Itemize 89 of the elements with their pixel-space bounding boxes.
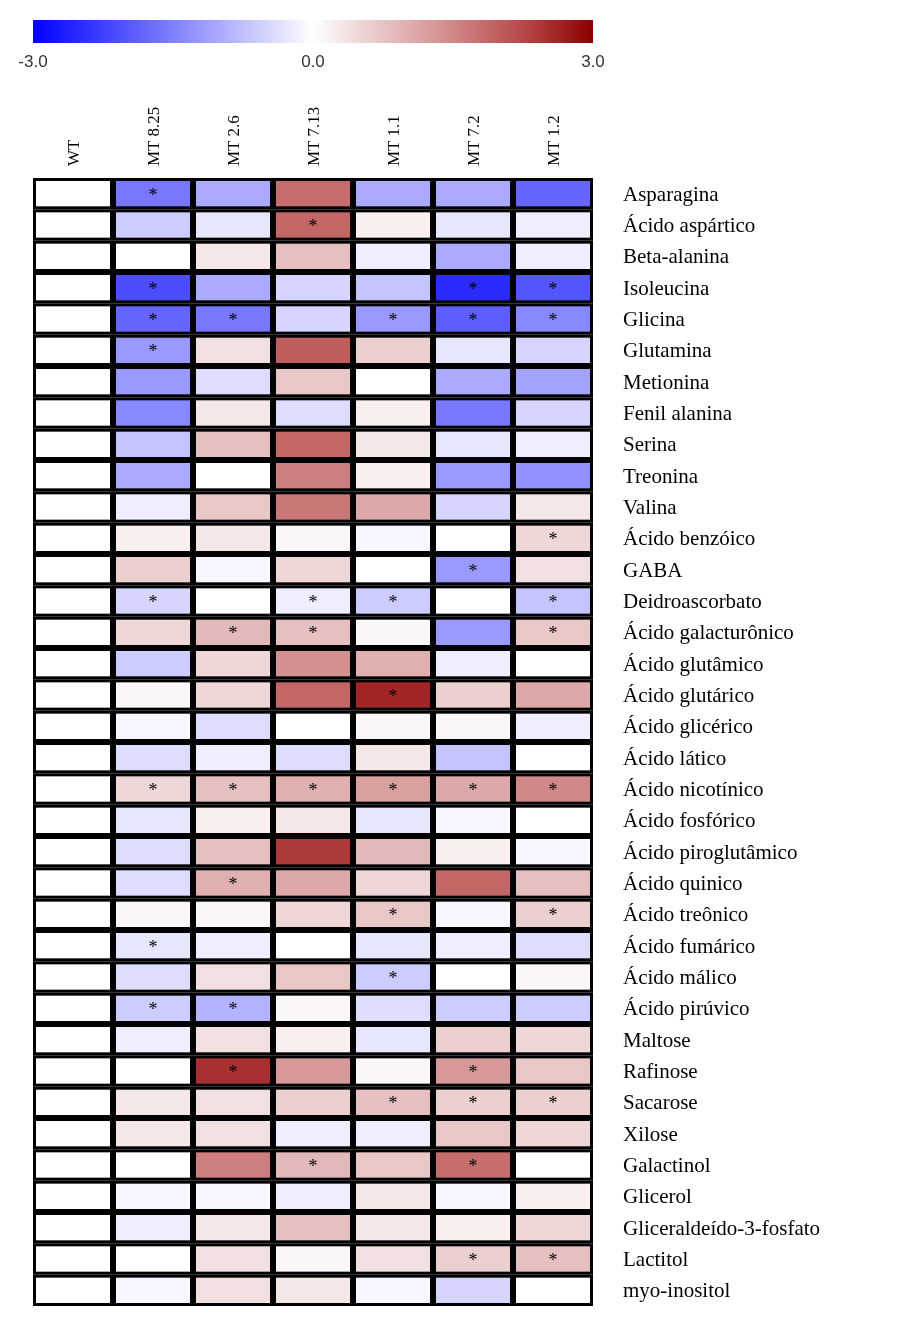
y-tick-label: Glutamina — [623, 338, 713, 363]
data-label: * — [548, 1093, 558, 1114]
data-label: * — [548, 1250, 558, 1270]
data-label: * — [388, 905, 398, 926]
data-label: * — [548, 529, 558, 550]
y-tick-label: Ácido benzóico — [623, 526, 756, 551]
y-tick-label: Xilose — [623, 1121, 678, 1146]
y-tick-label: Ácido galacturônico — [623, 620, 794, 645]
data-label: * — [548, 780, 558, 800]
data-label: * — [148, 310, 158, 330]
data-label: * — [228, 1062, 238, 1082]
data-label: * — [148, 999, 158, 1020]
y-tick-label: Ácido málico — [623, 965, 737, 989]
data-label: * — [468, 1156, 478, 1176]
data-label: * — [388, 780, 398, 800]
y-tick-label: Serina — [623, 432, 678, 457]
y-tick-label: Metionina — [623, 369, 710, 394]
data-label: * — [388, 968, 398, 988]
data-label: * — [148, 936, 158, 957]
y-tick-label: Ácido aspártico — [623, 213, 756, 237]
color-bar-label: 0.0 — [301, 52, 325, 71]
data-label: * — [468, 310, 478, 330]
data-label: * — [468, 1250, 478, 1270]
data-label: * — [388, 1093, 398, 1114]
y-tick-label: Valina — [623, 495, 678, 519]
y-tick-label: Beta-alanina — [623, 244, 730, 269]
y-tick-label: Glicina — [623, 307, 686, 331]
data-label: * — [148, 341, 158, 362]
data-label: * — [388, 686, 398, 706]
x-tick-label: MT 8.25 — [144, 106, 163, 166]
y-tick-label: Lactitol — [623, 1247, 689, 1271]
data-label: * — [148, 592, 158, 612]
data-label: * — [548, 592, 558, 612]
x-tick-label: MT 7.13 — [304, 106, 323, 166]
data-label: * — [228, 999, 238, 1020]
data-label: * — [308, 592, 318, 612]
data-label: * — [228, 874, 238, 894]
y-tick-label: Ácido fumárico — [623, 933, 756, 958]
data-label: * — [468, 780, 478, 800]
y-tick-label: myo-inositol — [623, 1278, 731, 1303]
data-label: * — [308, 216, 318, 236]
data-label: * — [308, 1156, 318, 1176]
y-tick-label: Glicerol — [623, 1184, 692, 1209]
data-label: * — [228, 623, 238, 644]
color-bar-label: 3.0 — [581, 52, 605, 71]
x-tick-label: MT 7.2 — [464, 115, 483, 166]
y-tick-label: Sacarose — [623, 1090, 698, 1115]
x-tick-label: MT 1.2 — [544, 115, 563, 166]
data-label: * — [228, 310, 238, 330]
y-tick-label: Maltose — [623, 1027, 691, 1052]
data-label: * — [148, 780, 158, 800]
data-label: * — [548, 905, 558, 926]
y-tick-label: Deidroascorbato — [623, 589, 762, 613]
y-tick-label: Ácido treônico — [623, 902, 749, 927]
y-tick-label: Ácido glutárico — [623, 683, 755, 707]
data-label: * — [148, 184, 158, 205]
color-bar-label: -3.0 — [18, 52, 48, 71]
data-label: * — [228, 780, 238, 800]
data-label: * — [468, 1062, 478, 1082]
y-tick-label: Ácido quinico — [623, 871, 743, 895]
y-tick-label: Ácido glicérico — [623, 714, 754, 739]
x-tick-label: WT — [64, 138, 83, 166]
y-tick-label: Rafinose — [623, 1059, 698, 1083]
y-tick-label: Ácido glutâmico — [623, 651, 764, 676]
y-tick-label: Ácido piroglutâmico — [623, 839, 798, 864]
y-tick-label: Galactinol — [623, 1153, 711, 1177]
data-label: * — [388, 310, 398, 330]
y-tick-label: Asparagina — [623, 181, 720, 206]
y-tick-label: Ácido lático — [623, 745, 727, 770]
data-label: * — [548, 278, 558, 299]
x-tick-label: MT 2.6 — [224, 115, 243, 166]
data-label: * — [308, 780, 318, 800]
y-tick-label: Ácido fosfórico — [623, 808, 756, 833]
x-tick-label: MT 1.1 — [384, 115, 403, 166]
y-tick-label: Gliceraldeído-3-fosfato — [623, 1215, 821, 1240]
data-label: * — [468, 1093, 478, 1114]
y-tick-label: Treonina — [623, 463, 699, 488]
y-tick-label: Fenil alanina — [623, 401, 733, 425]
data-label: * — [388, 592, 398, 612]
y-tick-label: Isoleucina — [623, 275, 710, 300]
y-tick-label: GABA — [623, 557, 684, 582]
data-label: * — [468, 278, 478, 299]
data-label: * — [548, 623, 558, 644]
data-label: * — [148, 278, 158, 299]
data-label: * — [548, 310, 558, 330]
data-label: * — [468, 560, 478, 581]
y-tick-label: Ácido pirúvico — [623, 996, 750, 1021]
data-label: * — [308, 623, 318, 644]
y-tick-label: Ácido nicotínico — [623, 777, 764, 801]
